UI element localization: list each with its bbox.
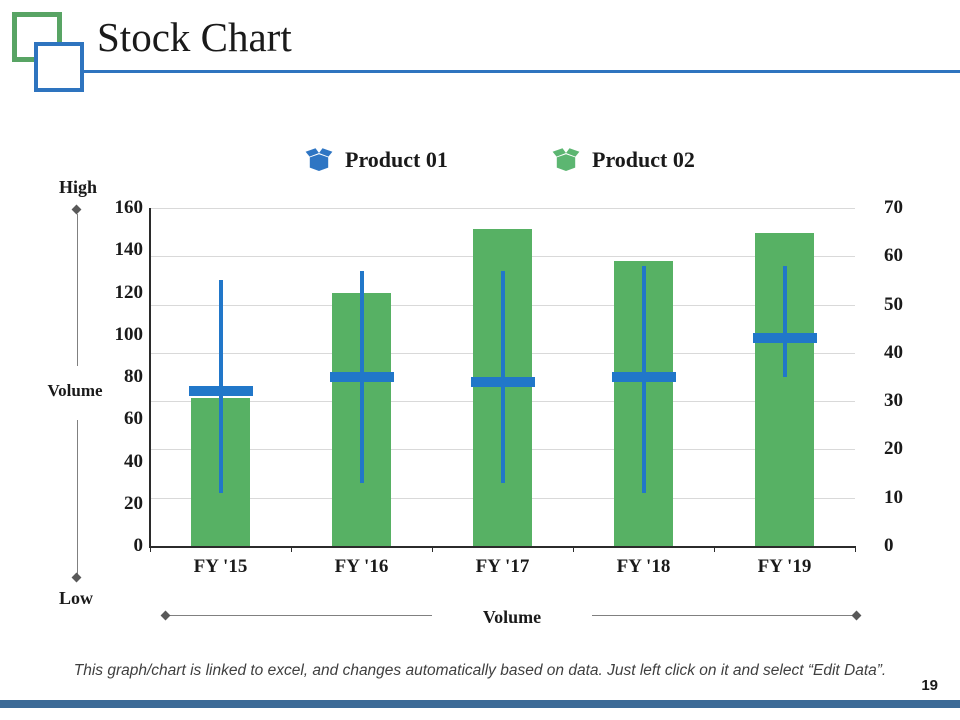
x-axis-tick bbox=[291, 546, 292, 552]
x-axis-tick bbox=[573, 546, 574, 552]
close-marker bbox=[188, 386, 253, 397]
volume-low-axis-line bbox=[77, 420, 78, 575]
left-axis-tick-label: 20 bbox=[124, 492, 143, 514]
left-axis-tick-label: 120 bbox=[114, 281, 144, 303]
title-divider-line bbox=[84, 70, 960, 73]
low-label: Low bbox=[58, 588, 93, 608]
x-axis-tick bbox=[150, 546, 151, 552]
legend-item-product-02: Product 02 bbox=[550, 144, 695, 176]
right-axis-tick-label: 50 bbox=[884, 293, 903, 315]
close-marker bbox=[611, 372, 676, 382]
footer-note: This graph/chart is linked to excel, and… bbox=[73, 662, 887, 679]
high-label: High bbox=[58, 177, 97, 197]
left-axis-tick-label: 140 bbox=[114, 239, 144, 261]
left-axis-tick-label: 40 bbox=[124, 450, 143, 472]
x-axis-category-label: FY '19 bbox=[757, 556, 812, 577]
right-axis-tick-label: 30 bbox=[884, 390, 903, 412]
left-axis-tick-label: 60 bbox=[124, 408, 143, 430]
x-axis-category-label: FY '17 bbox=[475, 556, 530, 577]
x-axis-category-label: FY '15 bbox=[193, 556, 248, 577]
page-number: 19 bbox=[921, 677, 938, 694]
volume-left-label: Volume bbox=[47, 381, 103, 400]
logo-blue-square bbox=[34, 42, 84, 92]
right-axis-tick-label: 60 bbox=[884, 245, 903, 267]
right-axis-tick-label: 0 bbox=[884, 535, 894, 556]
open-box-icon bbox=[303, 144, 335, 176]
gridline bbox=[150, 208, 855, 209]
right-axis-tick-label: 40 bbox=[884, 341, 903, 363]
x-axis-line bbox=[149, 546, 856, 548]
close-marker bbox=[329, 372, 394, 382]
left-axis-tick-label: 80 bbox=[124, 366, 143, 387]
left-axis-tick-label: 160 bbox=[114, 197, 144, 218]
bottom-accent-band bbox=[0, 700, 960, 708]
open-box-icon bbox=[550, 144, 582, 176]
right-axis-tick-label: 20 bbox=[884, 438, 903, 460]
right-axis-tick-label: 70 bbox=[884, 197, 903, 218]
close-marker bbox=[752, 333, 817, 344]
legend-item-product-01: Product 01 bbox=[303, 144, 448, 176]
x-axis-tick bbox=[432, 546, 433, 552]
x-axis-category-label: FY '16 bbox=[334, 556, 389, 577]
x-axis-tick bbox=[714, 546, 715, 552]
x-axis-category-label: FY '18 bbox=[616, 556, 671, 577]
y-axis-line bbox=[149, 208, 151, 546]
volume-bottom-label: Volume bbox=[432, 604, 592, 630]
legend-label: Product 01 bbox=[345, 147, 448, 172]
x-axis-tick bbox=[855, 546, 856, 552]
right-axis-tick-label: 10 bbox=[884, 486, 903, 508]
high-low-line bbox=[782, 265, 787, 377]
page-title: Stock Chart bbox=[97, 14, 292, 60]
high-volume-axis-line bbox=[77, 214, 78, 366]
left-axis-tick-label: 100 bbox=[114, 323, 144, 345]
close-marker bbox=[470, 376, 535, 387]
left-axis-tick-label: 0 bbox=[133, 535, 144, 556]
legend-label: Product 02 bbox=[592, 147, 695, 172]
